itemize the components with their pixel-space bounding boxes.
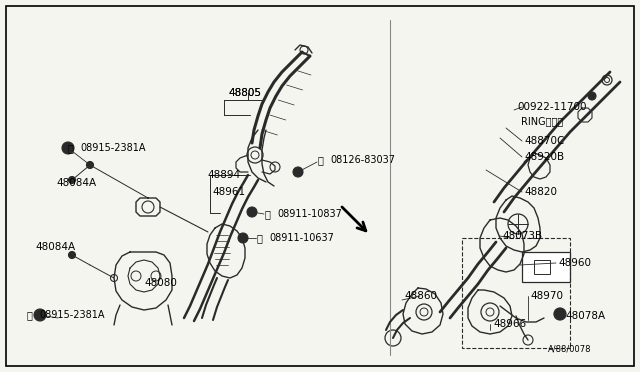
Text: 08911-10637: 08911-10637 — [269, 233, 334, 243]
Circle shape — [68, 251, 76, 259]
Circle shape — [68, 176, 76, 183]
Text: A/88/0078: A/88/0078 — [548, 344, 591, 353]
Text: 08911-10837: 08911-10837 — [277, 209, 342, 219]
Circle shape — [588, 92, 596, 100]
Text: Ⓝ: Ⓝ — [265, 209, 271, 219]
Text: Ⓦ: Ⓦ — [27, 310, 33, 320]
Text: 00922-11700: 00922-11700 — [517, 102, 586, 112]
Text: 48805: 48805 — [228, 88, 261, 98]
Text: 48920B: 48920B — [524, 152, 564, 162]
Text: 48073B: 48073B — [502, 231, 542, 241]
Text: 48970: 48970 — [530, 291, 563, 301]
Text: 08915-2381A: 08915-2381A — [80, 143, 145, 153]
Text: 48078A: 48078A — [565, 311, 605, 321]
Circle shape — [86, 161, 93, 169]
Bar — [534, 260, 550, 274]
Text: Ⓦ: Ⓦ — [68, 143, 74, 153]
Bar — [462, 238, 570, 348]
Bar — [522, 252, 570, 282]
Text: 48084A: 48084A — [56, 178, 96, 188]
Text: 48084A: 48084A — [35, 242, 75, 252]
Circle shape — [34, 309, 46, 321]
Text: 08126-83037: 08126-83037 — [330, 155, 395, 165]
Text: 48870C: 48870C — [524, 136, 564, 146]
Circle shape — [238, 233, 248, 243]
Text: 48966: 48966 — [493, 319, 526, 329]
Text: 48805: 48805 — [228, 88, 261, 98]
Text: 48960: 48960 — [558, 258, 591, 268]
Text: RINGリング: RINGリング — [521, 116, 563, 126]
Circle shape — [554, 308, 566, 320]
Text: 48820: 48820 — [524, 187, 557, 197]
Circle shape — [247, 207, 257, 217]
Circle shape — [293, 167, 303, 177]
Text: Ⓝ: Ⓝ — [257, 233, 263, 243]
Text: 48080: 48080 — [144, 278, 177, 288]
Text: Ⓑ: Ⓑ — [318, 155, 324, 165]
Text: 48894: 48894 — [207, 170, 240, 180]
Circle shape — [62, 142, 74, 154]
Text: 48860: 48860 — [404, 291, 437, 301]
Text: 08915-2381A: 08915-2381A — [39, 310, 104, 320]
Text: 48961: 48961 — [212, 187, 245, 197]
